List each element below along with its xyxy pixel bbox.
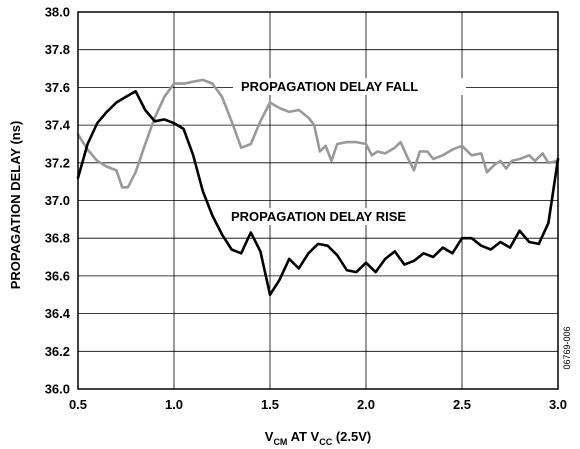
annotation-background bbox=[233, 78, 466, 95]
y-tick-label: 37.6 bbox=[45, 80, 70, 95]
y-axis-label: PROPAGATION DELAY (ns) bbox=[8, 121, 23, 290]
y-tick-label: 37.4 bbox=[45, 118, 71, 133]
x-tick-label: 1.0 bbox=[165, 397, 183, 412]
annotation-background bbox=[224, 208, 460, 225]
series-line-fall bbox=[76, 78, 560, 189]
y-tick-label: 36.4 bbox=[45, 306, 71, 321]
y-tick-label: 37.8 bbox=[45, 42, 70, 57]
y-tick-label: 37.0 bbox=[45, 193, 70, 208]
series-line-rise bbox=[76, 89, 560, 297]
grid-lines bbox=[77, 11, 559, 390]
figure-id: 06769-006 bbox=[562, 326, 572, 369]
y-tick-label: 38.0 bbox=[45, 5, 70, 20]
x-axis-label-part: V bbox=[265, 429, 274, 444]
x-tick-labels: 0.5 1.0 1.5 2.0 2.5 3.0 bbox=[69, 397, 567, 412]
x-axis-label: VCM AT VCC (2.5V) bbox=[265, 429, 371, 447]
plot-frame bbox=[77, 11, 559, 390]
x-tick-label: 0.5 bbox=[69, 397, 87, 412]
y-tick-label: 36.0 bbox=[45, 382, 70, 397]
y-tick-label: 36.8 bbox=[45, 231, 70, 246]
y-tick-labels: 36.0 36.2 36.4 36.6 36.8 37.0 37.2 37.4 37.6 37.8… bbox=[45, 5, 71, 397]
x-tick-label: 1.5 bbox=[261, 397, 279, 412]
x-tick-label: 3.0 bbox=[549, 397, 567, 412]
x-axis-label-part: (2.5V) bbox=[332, 429, 371, 444]
series-annotation-rise: PROPAGATION DELAY RISE bbox=[231, 209, 406, 224]
x-axis-label-subscript: CM bbox=[273, 437, 287, 447]
series-annotation-fall: PROPAGATION DELAY FALL bbox=[241, 79, 418, 94]
x-tick-label: 2.5 bbox=[453, 397, 471, 412]
series-annotations: PROPAGATION DELAY FALL PROPAGATION DELAY … bbox=[224, 78, 466, 225]
series-lines bbox=[76, 78, 560, 297]
x-axis-label-part: AT V bbox=[287, 429, 319, 444]
y-tick-label: 36.6 bbox=[45, 268, 70, 283]
x-axis-label-subscript: CC bbox=[319, 437, 332, 447]
y-tick-label: 37.2 bbox=[45, 155, 70, 170]
y-tick-label: 36.2 bbox=[45, 344, 70, 359]
x-tick-label: 2.0 bbox=[357, 397, 375, 412]
